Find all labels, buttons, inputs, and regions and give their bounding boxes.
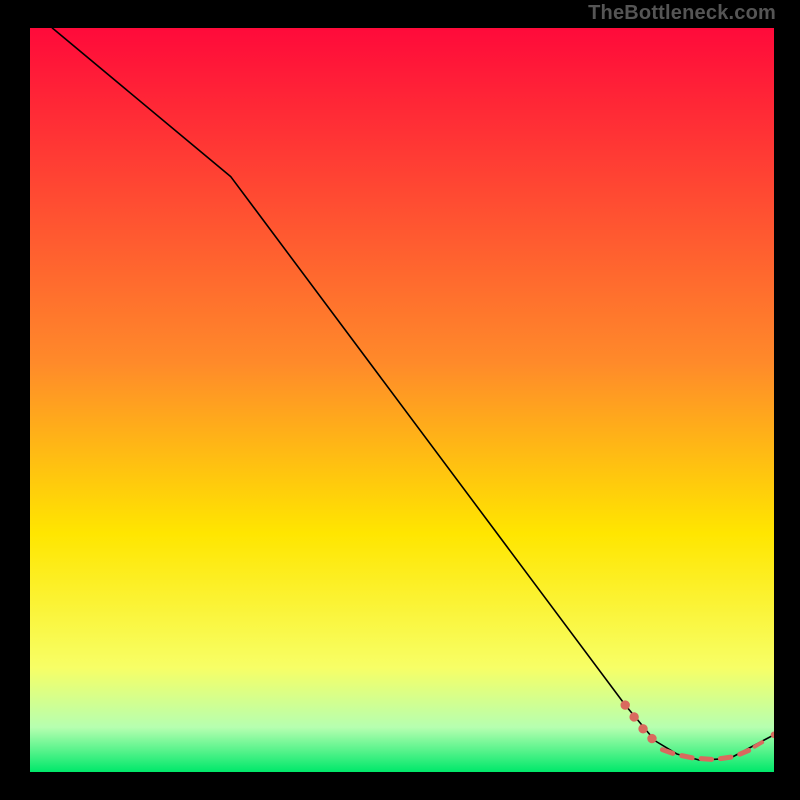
chart-dash: [740, 750, 749, 754]
watermark-text: TheBottleneck.com: [588, 2, 776, 25]
chart-dash: [755, 742, 762, 746]
chart-marker: [771, 732, 774, 738]
chart-marker: [648, 734, 656, 742]
chart-dash: [720, 757, 730, 758]
chart-dashes: [662, 742, 762, 759]
chart-dash: [701, 759, 711, 760]
chart-markers: [621, 701, 774, 743]
chart-plot-area: [30, 28, 774, 772]
chart-marker: [639, 725, 647, 733]
chart-line: [52, 28, 774, 760]
chart-marker: [630, 713, 638, 721]
chart-dash: [682, 756, 692, 758]
chart-svg: [30, 28, 774, 772]
chart-marker: [621, 701, 629, 709]
chart-dash: [662, 750, 672, 754]
